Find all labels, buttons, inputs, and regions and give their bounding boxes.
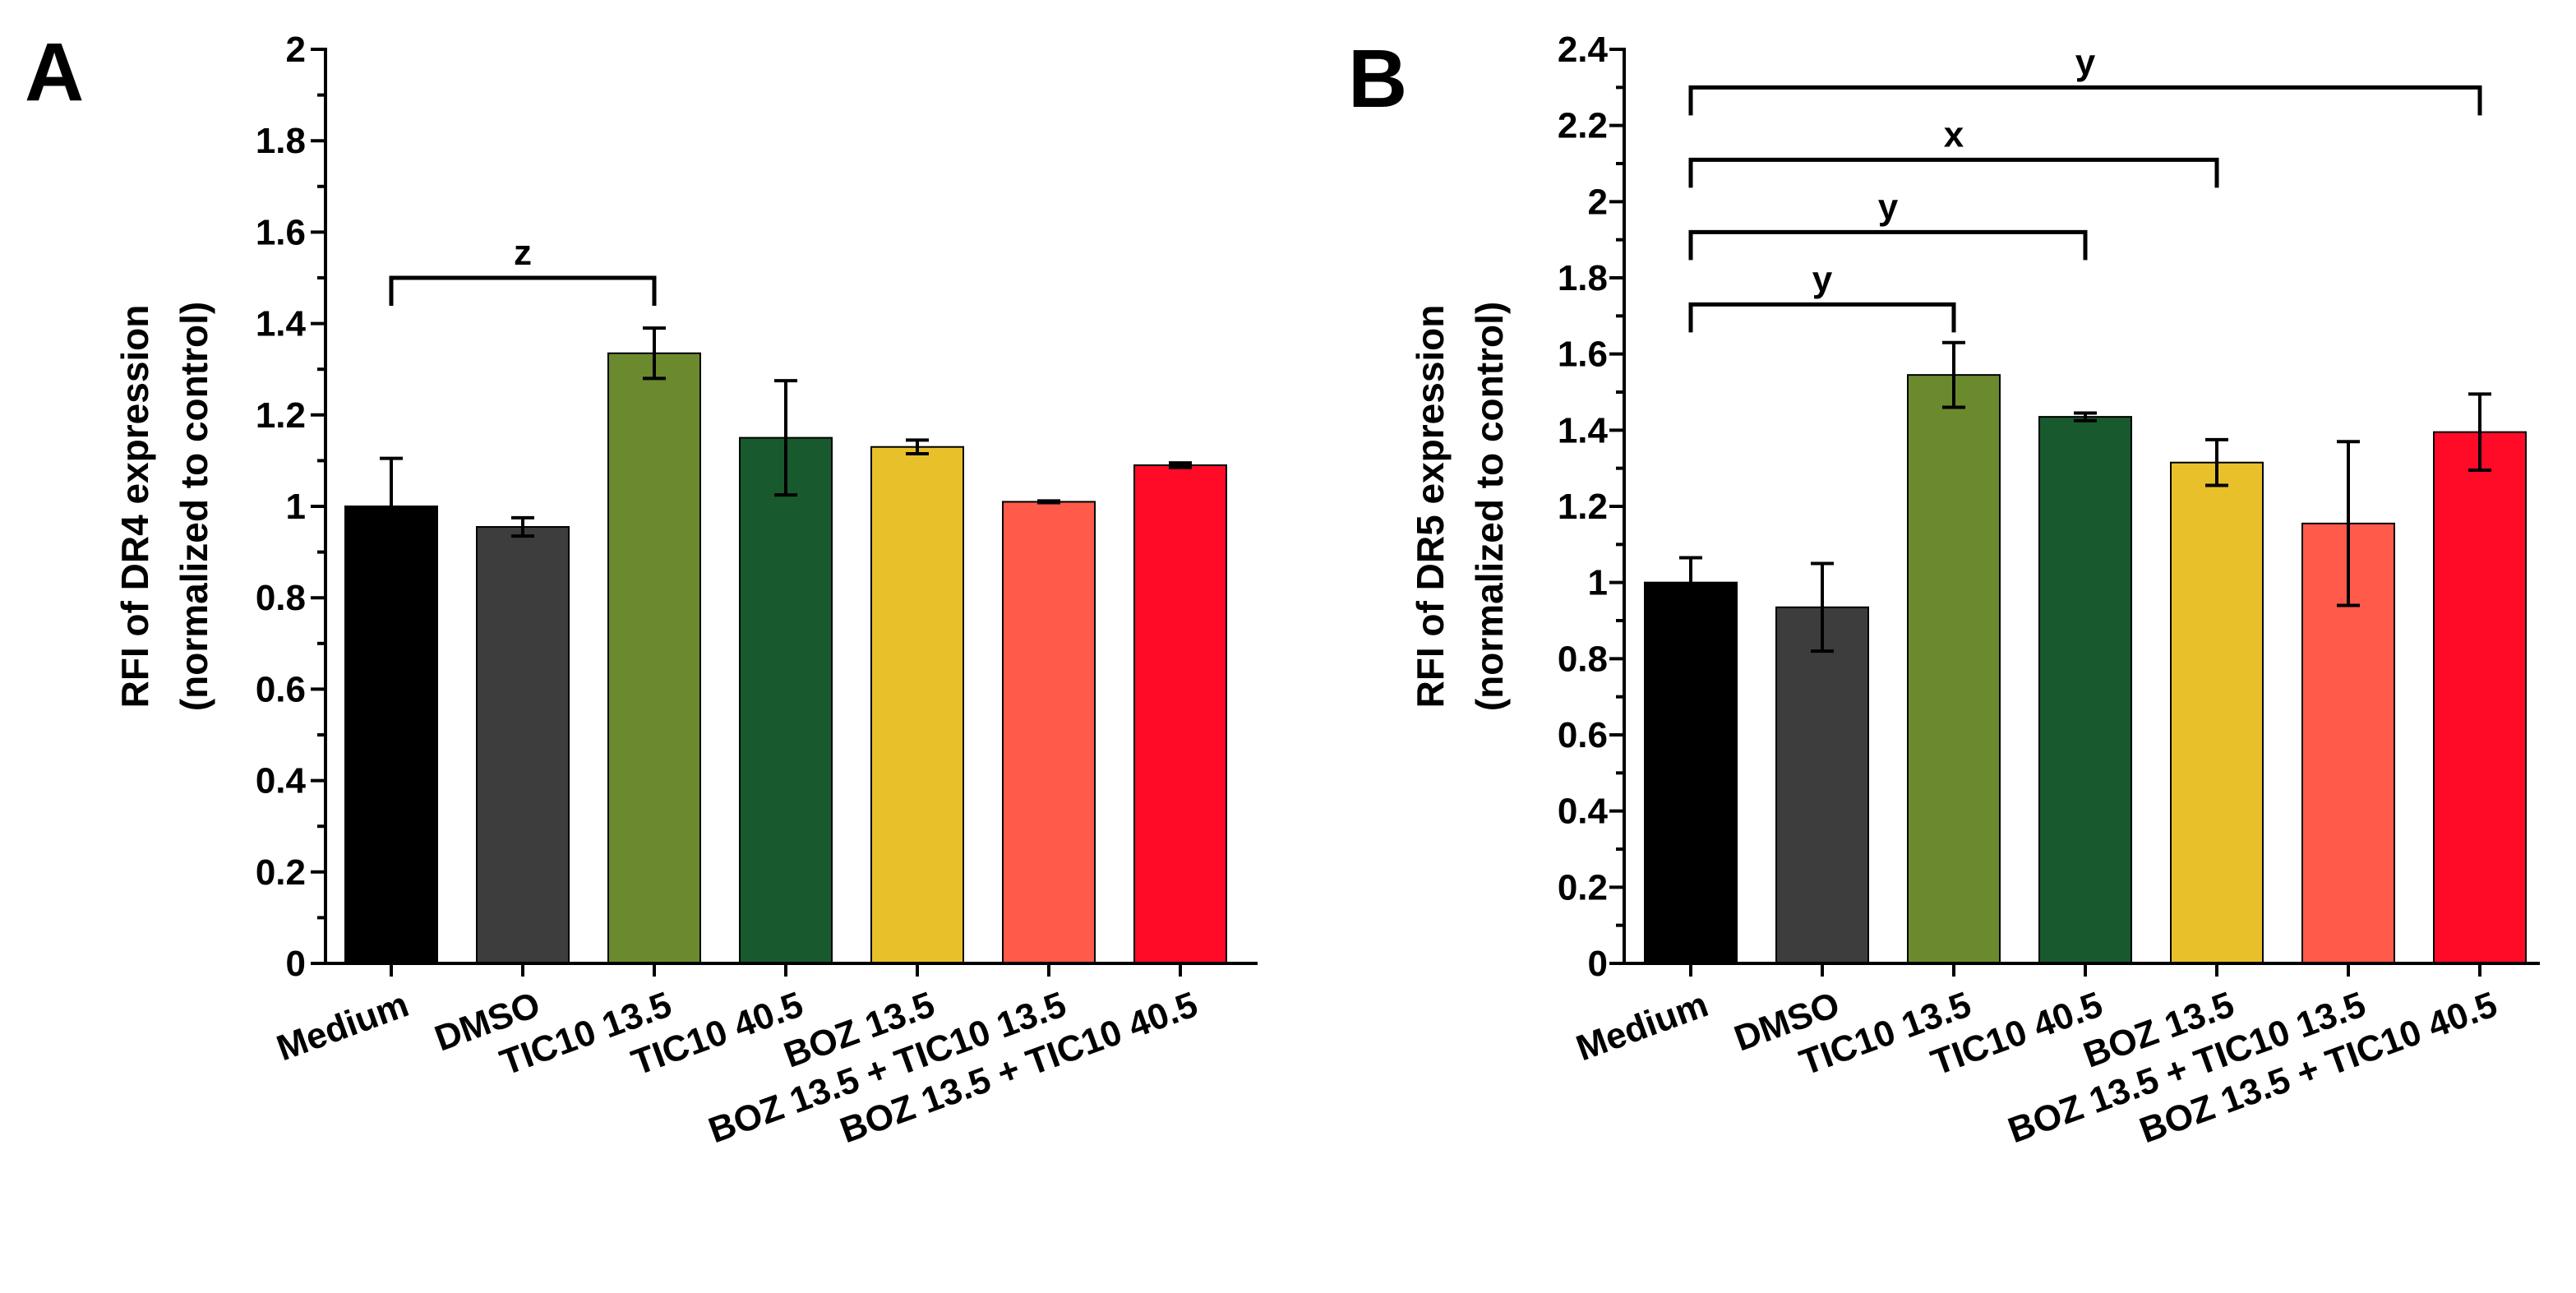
panel-a: A RFI of DR4 expression (normalized to con… [25, 26, 1258, 1151]
panel-letter: A [25, 26, 84, 118]
y-tick-label: 0 [1588, 944, 1608, 984]
significance-label: y [1812, 259, 1833, 299]
y-tick-label: 0.8 [1558, 639, 1608, 679]
x-category-label: Medium [1571, 984, 1713, 1069]
bar [1644, 581, 1738, 965]
bar [2170, 461, 2264, 964]
y-axis-label-sub: (normalized to control) [173, 302, 215, 711]
y-tick-label: 1 [1588, 563, 1608, 603]
y-tick-label: 1.8 [1558, 258, 1608, 298]
panel-letter: B [1348, 33, 1407, 125]
bar [1907, 374, 2001, 964]
bar [1002, 501, 1096, 964]
y-tick-label: 0.2 [1558, 867, 1608, 907]
bar [476, 526, 570, 964]
y-axis-label: RFI of DR4 expression [113, 305, 156, 709]
significance-bracket [1688, 302, 1956, 333]
y-tick-label: 1.8 [256, 121, 306, 161]
y-tick-label: 1.6 [1558, 335, 1608, 375]
y-tick-label: 0.2 [256, 852, 306, 893]
y-axis-label-sub: (normalized to control) [1468, 302, 1511, 711]
y-tick-label: 0.8 [256, 578, 306, 618]
y-tick-label: 0.4 [1558, 792, 1609, 832]
y-tick-label: 1.6 [256, 212, 306, 252]
y-tick-label: 0.6 [256, 669, 306, 709]
bar [1133, 464, 1227, 964]
significance-bracket [1688, 85, 2482, 116]
significance-bracket [1688, 229, 2088, 261]
y-tick-label: 0 [286, 944, 306, 984]
y-tick-label: 1 [286, 487, 306, 527]
significance-label: x [1944, 114, 1964, 155]
bar [2038, 416, 2132, 965]
y-tick-label: 2 [1588, 182, 1608, 222]
y-tick-label: 1.4 [1558, 410, 1609, 450]
significance-bracket [389, 275, 657, 306]
y-tick-label: 0.4 [256, 761, 307, 801]
significance-label: y [2075, 42, 2096, 82]
y-tick-label: 2 [286, 30, 306, 70]
y-axis-label: RFI of DR5 expression [1409, 305, 1452, 709]
panel-b: B RFI of DR5 expression (normalized to con… [1348, 30, 2540, 1151]
x-category-label: Medium [271, 984, 413, 1069]
y-tick-label: 1.4 [256, 304, 307, 344]
y-tick-label: 0.6 [1558, 715, 1608, 755]
bar [607, 352, 701, 964]
bar [870, 446, 964, 964]
y-tick-label: 2.2 [1558, 106, 1608, 146]
y-tick-label: 1.2 [1558, 487, 1608, 527]
significance-label: z [514, 233, 532, 273]
significance-label: y [1878, 187, 1899, 227]
y-tick-label: 2.4 [1558, 30, 1609, 70]
bar [2433, 431, 2527, 964]
bar [344, 506, 438, 964]
bar [1775, 606, 1869, 964]
bar [739, 436, 833, 964]
y-tick-label: 1.2 [256, 395, 306, 436]
significance-bracket [1688, 157, 2219, 188]
